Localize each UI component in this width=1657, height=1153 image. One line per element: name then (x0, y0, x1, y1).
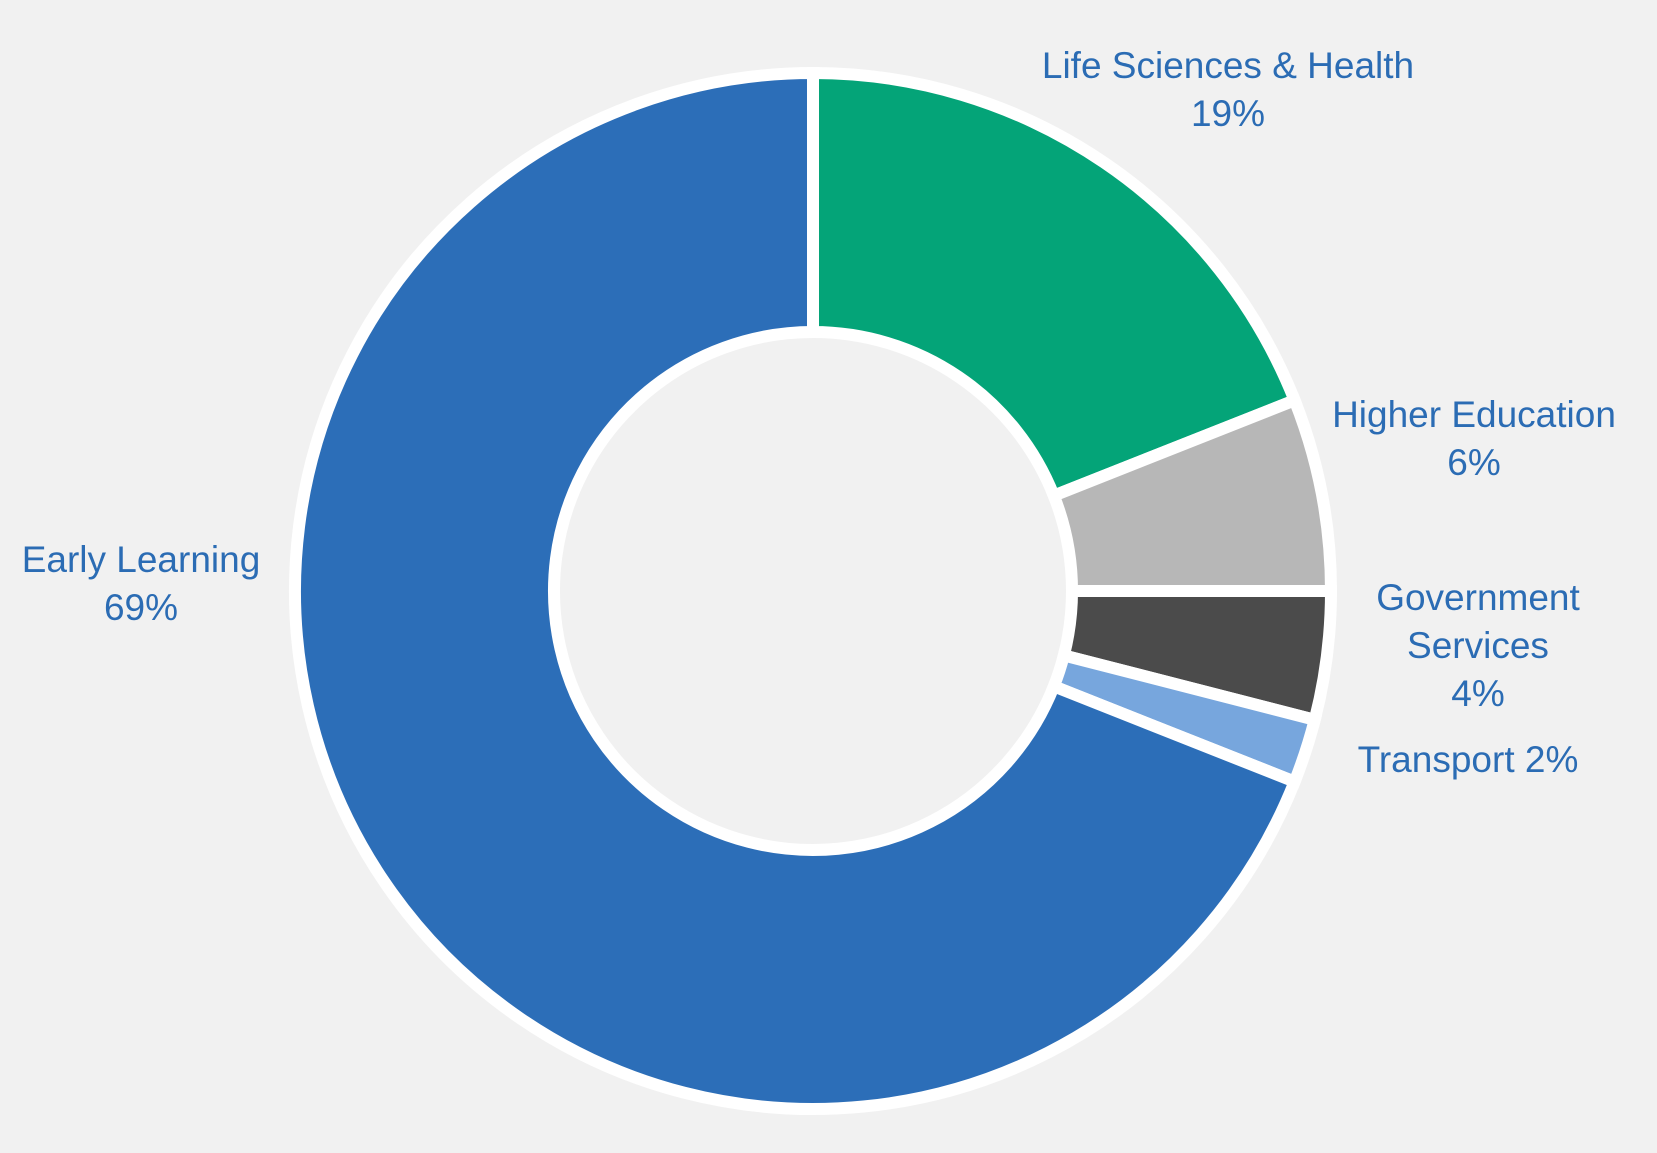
slice-percent-text: 4% (1451, 673, 1505, 714)
donut-slice-life-sciences-health (807, 66, 1303, 504)
slice-percent-text: 6% (1447, 442, 1501, 483)
slice-label-text: Government Services (1376, 577, 1580, 666)
label-early-learning: Early Learning 69% (22, 536, 261, 632)
slice-percent-text: 19% (1190, 93, 1266, 134)
slice-label-text: Transport (1357, 739, 1515, 780)
slice-label-text: Life Sciences & Health (1041, 45, 1415, 86)
slice-percent-text: 69% (103, 587, 179, 628)
label-government-services: Government Services 4% (1328, 574, 1628, 718)
label-life-sciences-health: Life Sciences & Health 19% (1042, 42, 1414, 138)
slice-percent-text: 2% (1524, 739, 1579, 780)
label-higher-education: Higher Education 6% (1332, 391, 1616, 487)
slice-label-text: Higher Education (1332, 394, 1616, 435)
donut-slice-early-learning (289, 66, 1303, 1115)
label-transport: Transport 2% (1358, 736, 1579, 784)
slice-label-text: Early Learning (21, 539, 261, 580)
